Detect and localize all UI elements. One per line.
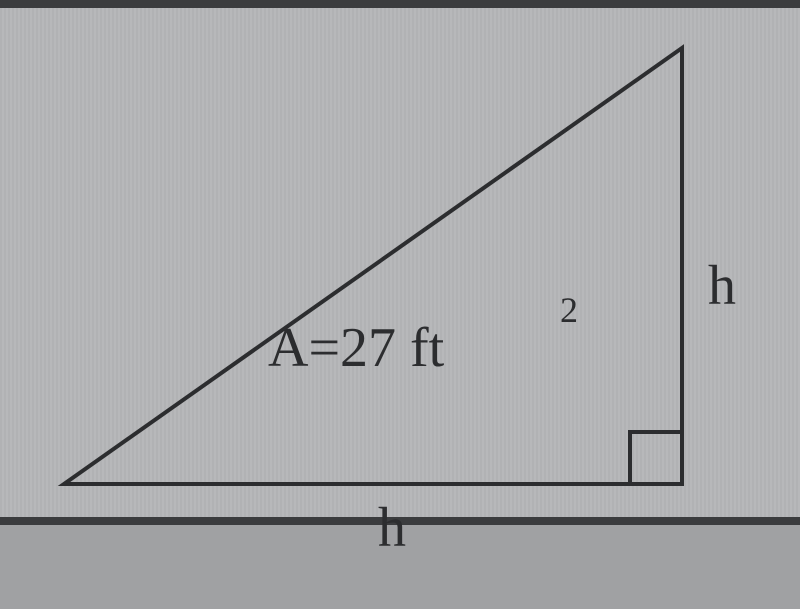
base-label: h [378,500,406,556]
height-label: h [708,258,736,314]
area-label-exponent: 2 [560,292,578,328]
area-label-text: A=27 ft [268,320,444,376]
diagram-canvas: h h A=27 ft 2 [0,0,800,609]
